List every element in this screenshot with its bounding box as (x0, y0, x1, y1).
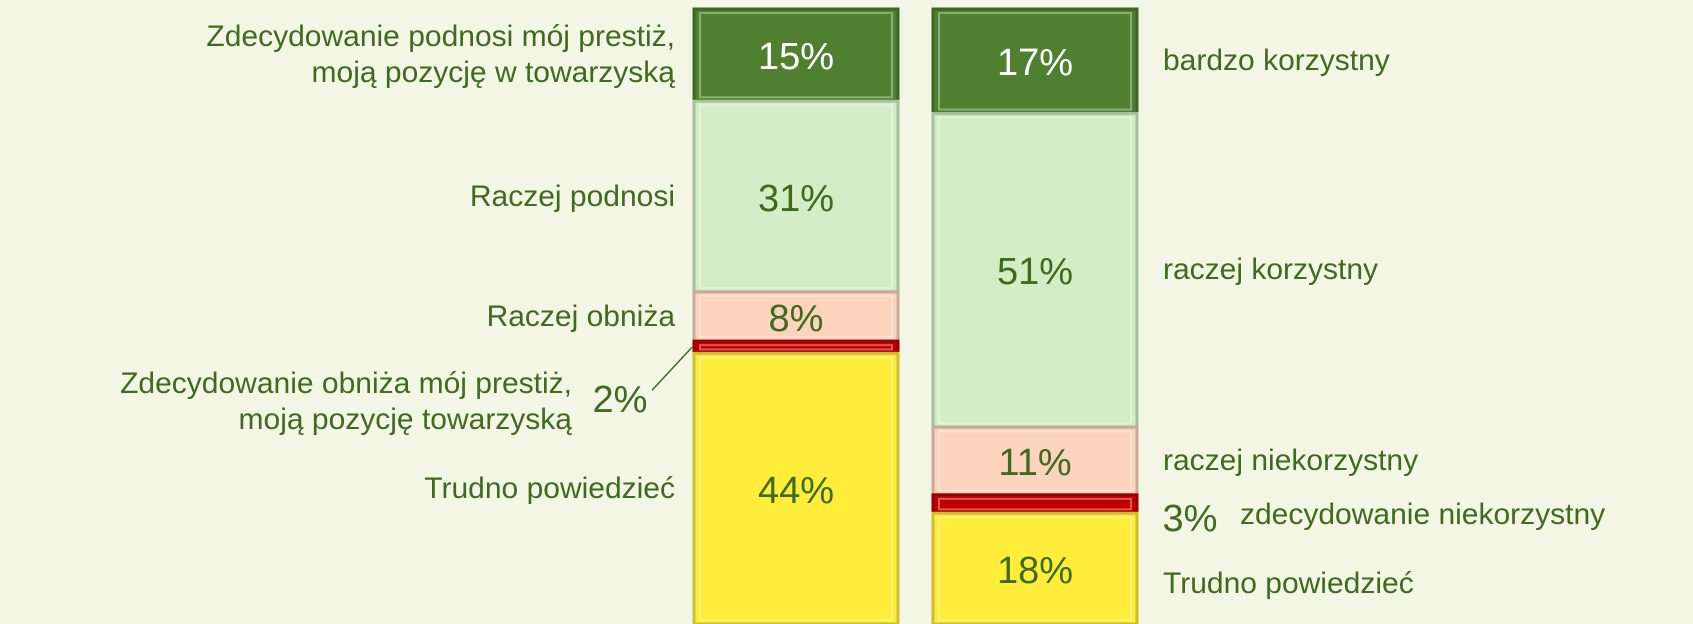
value-label: 2% (592, 379, 648, 422)
bar-highlight (699, 356, 893, 621)
bar-segment (931, 112, 1139, 429)
bar-highlight (938, 116, 1132, 425)
category-label: Zdecydowanie podnosi mój prestiż, moją p… (206, 20, 675, 90)
bar-segment (692, 290, 900, 343)
value-label: 15% (757, 36, 835, 79)
bar-segment (931, 511, 1139, 624)
bar-segment (931, 425, 1139, 497)
category-label: Raczej podnosi (469, 179, 675, 213)
bar-segment (692, 339, 900, 355)
value-label: 44% (757, 469, 835, 512)
bar-highlight (938, 12, 1132, 111)
bar-highlight (699, 344, 893, 351)
category-label: raczej niekorzystny (1163, 444, 1419, 478)
value-label: 31% (757, 177, 835, 220)
category-label: Trudno powiedzieć (424, 471, 675, 505)
value-label: 18% (996, 549, 1074, 592)
leader-line (651, 346, 693, 391)
category-label: bardzo korzystny (1163, 44, 1390, 78)
value-label: 3% (1162, 498, 1218, 541)
category-label: Raczej obniża (486, 299, 675, 333)
bar-segment (692, 351, 900, 624)
value-label: 8% (768, 297, 824, 340)
value-label: 51% (996, 251, 1074, 294)
bar-highlight (938, 497, 1132, 511)
category-label: Zdecydowanie obniża mój prestiż, moją po… (120, 367, 572, 437)
bar-highlight (699, 294, 893, 339)
bar-highlight (938, 430, 1132, 492)
value-label: 11% (998, 442, 1072, 485)
bar-segment (692, 7, 900, 103)
bar-highlight (699, 12, 893, 99)
bar-segment (931, 7, 1139, 116)
category-label: Trudno powiedzieć (1163, 566, 1414, 600)
bar-highlight (699, 104, 893, 289)
value-label: 17% (996, 42, 1074, 85)
bar-segment (692, 99, 900, 294)
category-label: zdecydowanie niekorzystny (1240, 498, 1606, 532)
category-label: raczej korzystny (1163, 253, 1379, 287)
bar-segment (931, 493, 1139, 515)
bar-highlight (938, 516, 1132, 621)
